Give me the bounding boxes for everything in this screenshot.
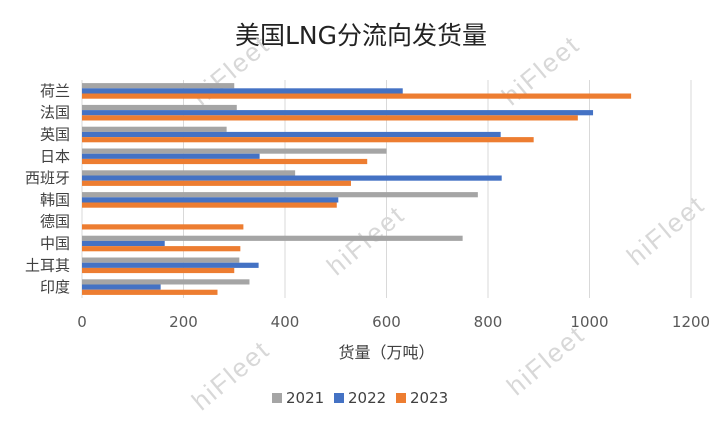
legend-label: 2023 [410, 389, 448, 407]
legend-label: 2022 [348, 389, 386, 407]
bar-2021 [82, 104, 237, 111]
x-tick-label: 600 [372, 313, 401, 331]
x-tick-label: 1000 [570, 313, 608, 331]
legend-swatch [334, 393, 344, 403]
bar-2022 [82, 175, 502, 181]
bar-2023 [82, 158, 368, 165]
bar-2023 [82, 224, 244, 230]
legend-swatch [396, 393, 406, 403]
bar-2021 [82, 170, 296, 176]
bar-2022 [82, 240, 165, 247]
bar-2022 [82, 284, 161, 290]
bar-2021 [82, 279, 250, 285]
y-category-label: 中国 [40, 235, 70, 253]
bar-2023 [82, 246, 241, 252]
bar-2023 [82, 180, 351, 186]
legend-label: 2021 [286, 389, 324, 407]
bar-2023 [82, 267, 235, 274]
y-category-label: 英国 [40, 126, 70, 144]
x-tick-label: 0 [77, 313, 87, 331]
x-tick-label: 1200 [672, 313, 710, 331]
bar-2021 [82, 192, 478, 198]
bar-2021 [82, 257, 240, 263]
x-tick-label: 400 [271, 313, 300, 331]
bar-2022 [82, 262, 259, 268]
bar-2022 [82, 88, 403, 94]
y-category-label: 法国 [40, 104, 70, 122]
bar-2023 [82, 137, 534, 143]
bar-2023 [82, 115, 578, 121]
bar-2022 [82, 131, 501, 138]
bar-2021 [82, 235, 463, 241]
bar-2021 [82, 126, 227, 132]
y-category-label: 韩国 [40, 191, 70, 209]
x-tick-label: 800 [474, 313, 503, 331]
bar-2023 [82, 289, 218, 295]
bar-2021 [82, 83, 235, 89]
x-axis-title: 货量（万吨） [338, 343, 434, 362]
legend-swatch [272, 393, 282, 403]
y-category-label: 德国 [40, 213, 70, 231]
y-category-label: 印度 [40, 278, 70, 296]
bar-2022 [82, 153, 260, 159]
bar-2023 [82, 93, 632, 99]
y-category-label: 日本 [40, 147, 70, 165]
y-category-label: 西班牙 [25, 169, 70, 187]
bar-2022 [82, 197, 339, 203]
y-category-label: 荷兰 [40, 82, 70, 100]
chart-title: 美国LNG分流向发货量 [234, 21, 487, 50]
bar-2023 [82, 202, 337, 208]
y-category-label: 土耳其 [25, 256, 70, 274]
x-tick-label: 200 [169, 313, 198, 331]
bar-2022 [82, 110, 594, 116]
bar-2021 [82, 148, 387, 154]
